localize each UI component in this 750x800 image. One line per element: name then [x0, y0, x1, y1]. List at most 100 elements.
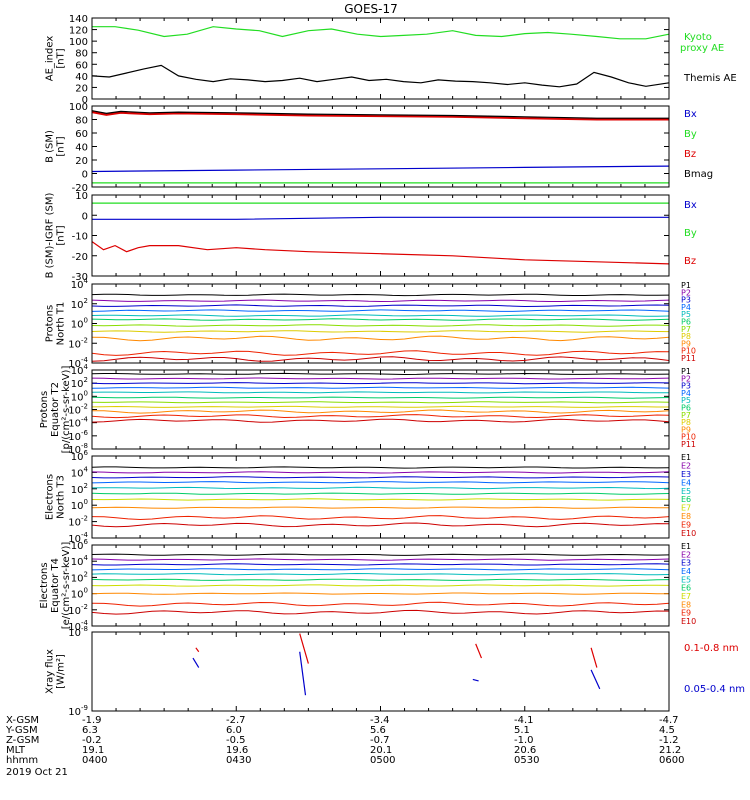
- y-tick-label: -10: [72, 232, 88, 243]
- series-line-bx: [91, 165, 670, 173]
- y-axis-label: [W/m²]: [56, 654, 67, 689]
- y-axis-label: Electrons: [45, 474, 56, 520]
- footer-value: -1.2: [659, 735, 679, 746]
- channel-line-p9: [91, 335, 670, 342]
- channel-line-p5: [91, 314, 670, 317]
- y-tick-label: 100: [71, 389, 88, 403]
- y-tick-exponent: -2: [81, 403, 88, 411]
- legend-bz: Bz: [684, 256, 696, 267]
- y-tick-label: 60: [75, 60, 88, 71]
- y-tick-label: 104: [71, 277, 89, 291]
- y-axis-label: Equator T2: [50, 382, 61, 437]
- y-axis-label: North T3: [56, 475, 67, 519]
- y-tick-label: 100: [71, 498, 88, 512]
- legend-p9: P9: [681, 339, 691, 348]
- footer-value: -3.4: [370, 715, 390, 726]
- footer-value: -1.0: [514, 735, 534, 746]
- y-axis-label: Xray flux: [45, 649, 56, 694]
- legend-kyoto-line1: Kyoto: [684, 32, 712, 43]
- y-tick-label: 100: [71, 317, 88, 331]
- y-axis-label: [p/(cm²-s-sr-keV)]: [61, 366, 72, 454]
- y-tick-label: 140: [69, 14, 88, 25]
- y-tick-label: 0: [82, 170, 88, 181]
- y-tick-label: 120: [69, 26, 88, 37]
- footer-value: -1.9: [82, 715, 102, 726]
- legend-p4: P4: [681, 389, 691, 398]
- y-tick-exponent: -6: [81, 429, 89, 437]
- footer-value: 5.6: [370, 725, 386, 736]
- y-axis-label: Equator T4: [50, 558, 61, 613]
- series-line-themis-ae: [91, 64, 670, 88]
- channel-line-e3: [91, 476, 670, 479]
- legend-xray-short: 0.05-0.4 nm: [684, 684, 745, 695]
- y-tick-label: 106: [71, 538, 89, 552]
- legend-p5: P5: [681, 396, 691, 405]
- y-tick-label: 104: [71, 554, 89, 568]
- y-tick-exponent: -4: [81, 416, 89, 424]
- footer-value: -0.7: [370, 735, 390, 746]
- y-tick-exponent: 4: [84, 277, 89, 285]
- channel-line-e9: [91, 515, 670, 521]
- y-axis-label: Electrons: [39, 562, 50, 608]
- legend-e10: E10: [681, 617, 696, 626]
- legend-e5: E5: [681, 487, 691, 496]
- legend-e1: E1: [681, 453, 691, 462]
- footer-value: 20.6: [514, 745, 537, 756]
- y-axis-label: Protons: [45, 305, 56, 342]
- xray-segment: [195, 647, 200, 653]
- legend-p8: P8: [681, 418, 691, 427]
- footer-row-label: Z-GSM: [6, 735, 40, 746]
- xray-segment: [475, 643, 483, 659]
- legend-e4: E4: [681, 478, 691, 487]
- xray-segment: [590, 647, 598, 668]
- y-tick-exponent: 0: [84, 498, 88, 506]
- channel-line-p8: [91, 330, 670, 333]
- legend-e5: E5: [681, 575, 691, 584]
- legend-e9: E9: [681, 609, 691, 618]
- y-tick-label: 100: [71, 587, 88, 601]
- y-tick-exponent: -8: [81, 625, 88, 633]
- panel-frame: [91, 544, 670, 627]
- channel-line-p5: [91, 391, 670, 394]
- y-tick-exponent: -2: [81, 515, 88, 523]
- xray-segment: [299, 651, 307, 696]
- y-tick-label: 100: [69, 102, 88, 113]
- footer-value: 5.1: [514, 725, 530, 736]
- y-tick-label: 10: [75, 191, 88, 202]
- legend-e2: E2: [681, 550, 691, 559]
- panel-frame: [91, 17, 670, 100]
- legend-kyoto-line2: proxy AE: [680, 43, 724, 54]
- channel-line-e8: [91, 592, 670, 595]
- y-tick-exponent: -2: [81, 336, 88, 344]
- y-tick-label: 10-2: [68, 515, 88, 529]
- channel-line-p2: [91, 299, 670, 303]
- legend-bx: Bx: [684, 109, 697, 120]
- channel-line-e1: [91, 553, 670, 556]
- footer-row-label: Y-GSM: [6, 725, 38, 736]
- channel-line-p4: [91, 386, 670, 389]
- channel-line-e5: [91, 572, 670, 576]
- channel-line-e8: [91, 506, 669, 509]
- y-tick-exponent: 0: [84, 587, 88, 595]
- channel-line-p1: [91, 293, 670, 297]
- panel-frame: [91, 631, 670, 712]
- legend-p4: P4: [681, 303, 691, 312]
- channel-line-p11: [91, 356, 670, 362]
- legend-p3: P3: [681, 296, 691, 305]
- y-tick-exponent: -2: [81, 603, 88, 611]
- channel-line-p11: [91, 418, 670, 423]
- footer-row-label: MLT: [6, 745, 25, 756]
- y-tick-exponent: 4: [84, 363, 89, 371]
- footer-value: 21.2: [659, 745, 682, 756]
- legend-e8: E8: [681, 600, 691, 609]
- y-tick-label: 102: [71, 376, 88, 390]
- footer-value: 0400: [82, 755, 108, 766]
- legend-p2: P2: [681, 374, 691, 383]
- legend-e6: E6: [681, 495, 691, 504]
- footer-value: 0430: [226, 755, 252, 766]
- channel-line-p7: [91, 324, 670, 327]
- channel-line-e4: [91, 568, 670, 571]
- channel-line-e2: [91, 558, 670, 561]
- y-axis-label: North T1: [56, 302, 67, 346]
